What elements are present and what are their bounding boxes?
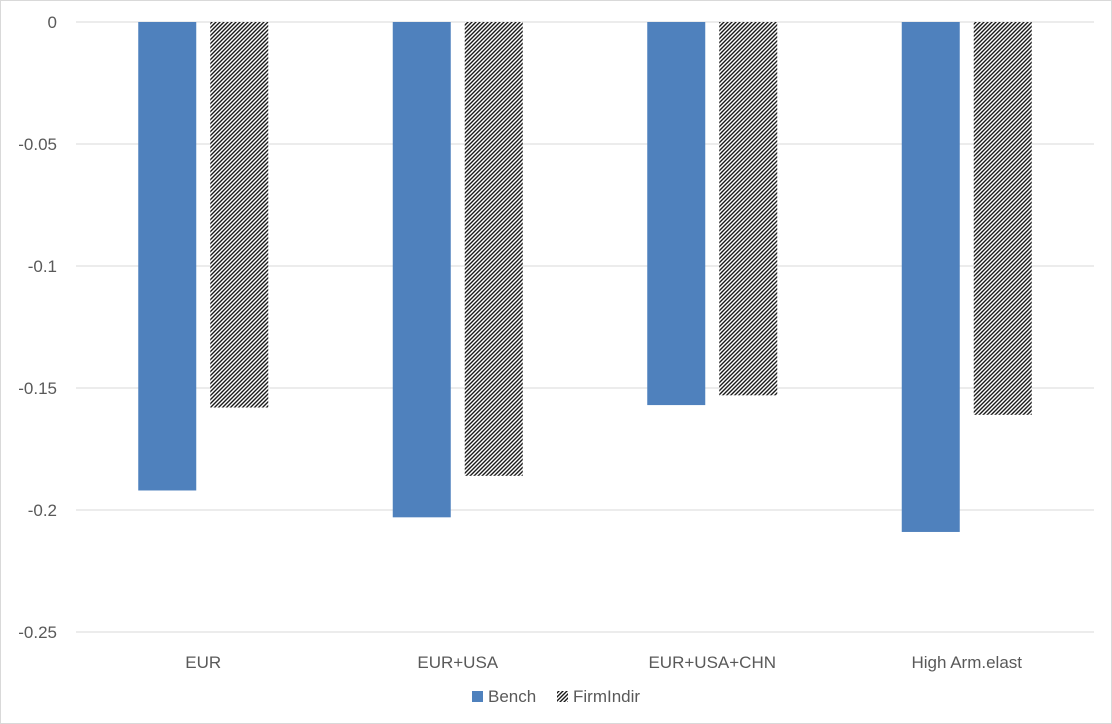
x-category-label: EUR+USA [417, 653, 498, 672]
bar-firmindir-eur-usa-chn [719, 22, 778, 396]
legend-swatch-bench [472, 691, 483, 702]
bar-bench-eur [138, 22, 197, 491]
y-tick-label: 0 [48, 13, 57, 32]
bar-bench-eur-usa [392, 22, 451, 518]
y-tick-label: -0.2 [28, 501, 57, 520]
y-tick-label: -0.25 [18, 623, 57, 642]
bar-firmindir-high-arm-elast [973, 22, 1032, 415]
legend-swatch-firmindir [557, 691, 568, 702]
bar-bench-eur-usa-chn [647, 22, 706, 406]
bars [138, 22, 1032, 532]
legend-label-bench: Bench [488, 687, 536, 706]
x-category-label: EUR+USA+CHN [648, 653, 776, 672]
legend-label-firmindir: FirmIndir [573, 687, 640, 706]
bar-firmindir-eur-usa [464, 22, 523, 476]
bar-bench-high-arm-elast [901, 22, 960, 532]
y-tick-label: -0.15 [18, 379, 57, 398]
x-axis-category-labels: EUR EUR+USA EUR+USA+CHN High Arm.elast [185, 653, 1022, 672]
y-tick-label: -0.05 [18, 135, 57, 154]
y-tick-label: -0.1 [28, 257, 57, 276]
bar-firmindir-eur [210, 22, 269, 408]
y-axis-tick-labels: 0 -0.05 -0.1 -0.15 -0.2 -0.25 [18, 13, 57, 642]
legend: Bench FirmIndir [472, 687, 640, 706]
x-category-label: High Arm.elast [911, 653, 1022, 672]
x-category-label: EUR [185, 653, 221, 672]
